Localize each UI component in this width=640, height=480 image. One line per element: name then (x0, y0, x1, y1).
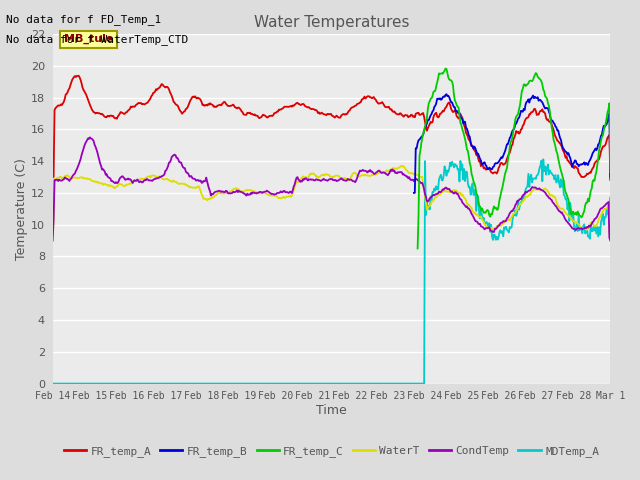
Legend: FR_temp_A, FR_temp_B, FR_temp_C, WaterT, CondTemp, MDTemp_A: FR_temp_A, FR_temp_B, FR_temp_C, WaterT,… (60, 442, 604, 461)
Title: Water Temperatures: Water Temperatures (253, 15, 409, 30)
X-axis label: Time: Time (316, 404, 347, 417)
Text: MB_tule: MB_tule (64, 34, 113, 44)
Y-axis label: Temperature (C): Temperature (C) (15, 158, 28, 260)
Text: No data for f WaterTemp_CTD: No data for f WaterTemp_CTD (6, 34, 189, 45)
Text: No data for f FD_Temp_1: No data for f FD_Temp_1 (6, 14, 162, 25)
